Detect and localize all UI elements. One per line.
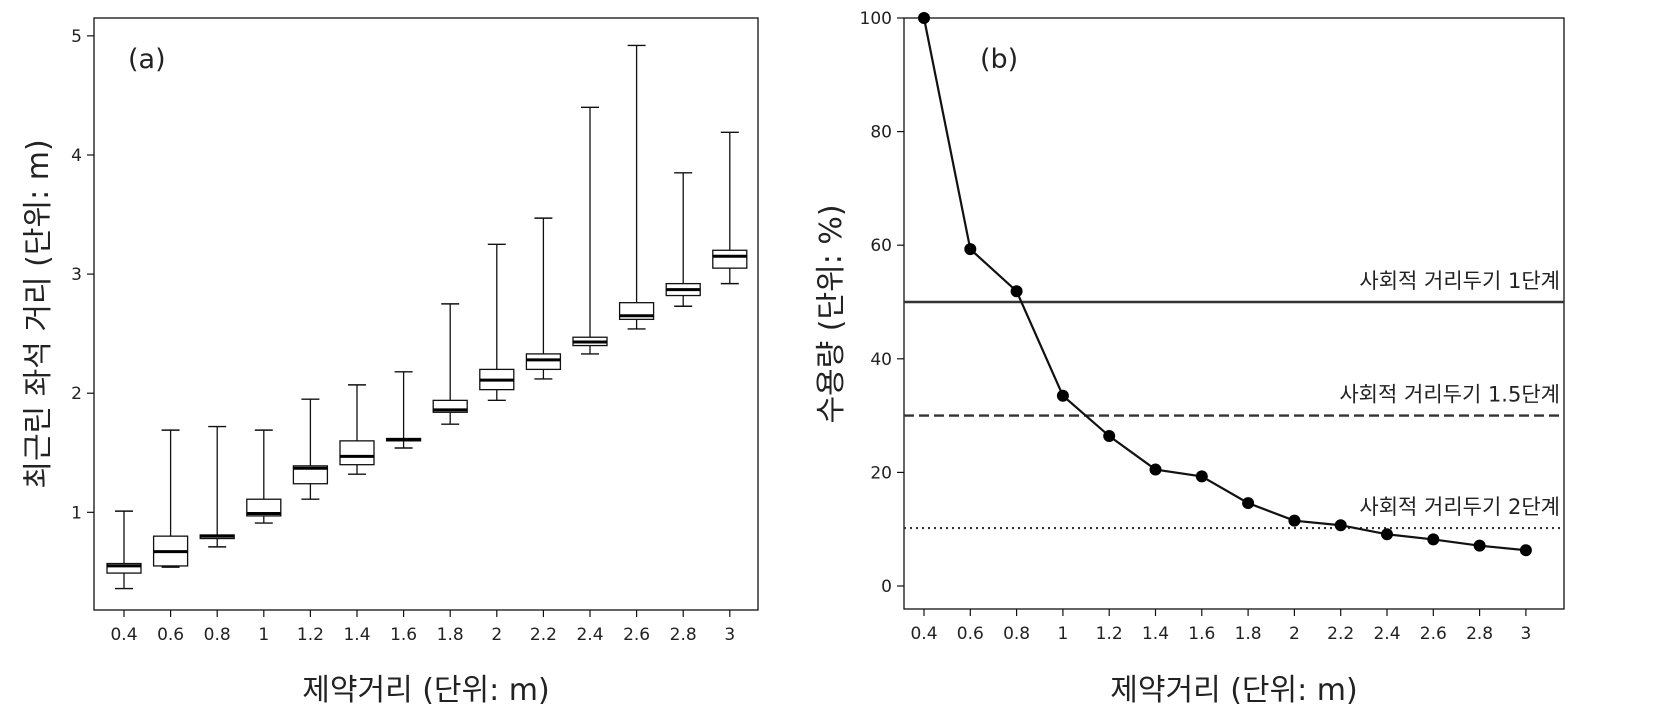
data-point-1 (1056, 389, 1069, 402)
x-tick-label-b: 3 (1520, 624, 1531, 644)
data-point-2 (1288, 514, 1301, 527)
iqr-box (339, 440, 375, 466)
x-tick-label-a: 0.4 (110, 625, 137, 645)
data-point-2.8 (1473, 539, 1486, 552)
y-tick-label-a: 1 (71, 503, 82, 523)
data-point-1.4 (1149, 463, 1162, 476)
y-axis-title-b: 수용량 (단위: %) (814, 204, 849, 423)
data-point-0.6 (964, 243, 977, 256)
iqr-box (106, 562, 142, 574)
reference-line-label: 사회적 거리두기 2단계 (1359, 495, 1560, 519)
y-ticks-a: 1 2 3 4 5 (71, 27, 94, 523)
x-tick-label-a: 1.6 (390, 625, 417, 645)
x-tick-label-b: 1.8 (1235, 624, 1262, 644)
x-tick-label-a: 2.2 (530, 625, 557, 645)
x-tick-label-b: 0.4 (910, 624, 937, 644)
x-ticks-a: 0.4 0.6 0.8 1 1.2 1.4 1.6 1.8 2 2.2 2.4 2.6 2.8 3 (110, 610, 735, 645)
box-2.4 (572, 106, 608, 355)
y-tick-label-b: 20 (870, 463, 892, 483)
box-2.2 (525, 217, 562, 380)
iqr-box (712, 249, 748, 269)
box-1.4 (339, 384, 375, 475)
box-1.6 (385, 371, 422, 449)
x-tick-label-b: 2.8 (1466, 624, 1493, 644)
box-plot-panel-a: 1 2 3 4 5 0.4 0.6 0.8 1 1.2 1.4 1.6 1.8 2 2.2 2.4 2.6 2.… (21, 17, 759, 708)
y-tick-label-a: 2 (71, 384, 82, 404)
x-tick-label-a: 1.4 (343, 625, 370, 645)
data-point-0.8 (1010, 285, 1023, 298)
x-tick-label-a: 1 (258, 625, 269, 645)
data-point-2.2 (1334, 519, 1347, 532)
data-point-3 (1519, 544, 1532, 557)
y-tick-label-b: 0 (881, 577, 892, 597)
panel-label-b: (b) (980, 44, 1018, 75)
data-point-2.6 (1427, 533, 1440, 546)
box-2.6 (618, 44, 655, 330)
x-tick-label-b: 0.6 (957, 624, 984, 644)
x-tick-label-a: 2 (491, 625, 502, 645)
x-tick-label-a: 2.4 (576, 625, 603, 645)
x-tick-label-b: 1 (1057, 624, 1068, 644)
plot-frame-a (93, 17, 759, 611)
x-tick-label-a: 1.8 (437, 625, 464, 645)
x-ticks-b: 0.4 0.6 0.8 1 1.2 1.4 1.6 1.8 2 2.2 2.4 2.6 2.8 3 (910, 609, 1531, 644)
y-tick-label-b: 40 (870, 350, 892, 370)
x-tick-label-a: 1.2 (297, 625, 324, 645)
box-0.4 (106, 510, 142, 590)
reference-line-label: 사회적 거리두기 1.5단계 (1339, 383, 1560, 407)
reference-line-label: 사회적 거리두기 1단계 (1359, 269, 1560, 293)
y-tick-label-b: 60 (870, 236, 892, 256)
box-1.8 (432, 303, 468, 425)
y-tick-label-b: 100 (860, 9, 892, 29)
box-0.8 (199, 425, 235, 548)
capacity-line (922, 17, 1527, 552)
x-tick-label-b: 2.4 (1373, 624, 1400, 644)
iqr-box (292, 465, 329, 485)
x-tick-label-a: 2.8 (670, 625, 697, 645)
y-tick-label-a: 5 (71, 27, 82, 47)
data-point-1.8 (1242, 497, 1255, 510)
line-chart-panel-b: 0 20 40 60 80 100 0.4 0.6 0.8 1 1.2 1.4 1.6 1.8 2 2.2 2… (814, 9, 1565, 708)
iqr-box (432, 399, 468, 413)
box-1 (246, 429, 282, 524)
y-ticks-b: 0 20 40 60 80 100 (860, 9, 904, 597)
iqr-box (525, 353, 562, 371)
x-tick-label-a: 2.6 (623, 625, 650, 645)
box-1.2 (292, 398, 329, 500)
iqr-box (246, 498, 282, 517)
x-tick-label-b: 2 (1289, 624, 1300, 644)
box-2.8 (665, 172, 701, 307)
data-point-2.4 (1381, 528, 1393, 541)
x-tick-label-a: 0.8 (204, 625, 231, 645)
x-tick-label-b: 2.2 (1327, 624, 1354, 644)
data-point-1.2 (1103, 430, 1116, 443)
x-axis-title-a: 제약거리 (단위: m) (302, 673, 549, 708)
x-tick-label-b: 1.2 (1096, 624, 1123, 644)
x-axis-title-b: 제약거리 (단위: m) (1110, 673, 1357, 708)
data-point-0.4 (918, 12, 930, 24)
data-point-1.6 (1195, 470, 1208, 483)
panel-label-a: (a) (128, 44, 166, 75)
x-tick-label-b: 1.4 (1142, 624, 1169, 644)
box-0.6 (152, 429, 189, 568)
plot-frame-b (903, 17, 1565, 610)
boxes-a (106, 44, 748, 590)
x-tick-label-a: 3 (724, 625, 735, 645)
y-axis-title-a: 최근린 좌석 거리 (단위: m) (21, 139, 56, 488)
x-tick-label-a: 0.6 (157, 625, 184, 645)
y-tick-label-a: 3 (71, 265, 82, 285)
box-2 (479, 243, 515, 402)
box-3 (712, 131, 748, 285)
x-tick-label-b: 2.6 (1420, 624, 1447, 644)
x-tick-label-b: 0.8 (1003, 624, 1030, 644)
series-b (918, 12, 1532, 557)
x-tick-label-b: 1.6 (1188, 624, 1215, 644)
y-tick-label-a: 4 (71, 146, 82, 166)
y-tick-label-b: 80 (870, 123, 892, 143)
